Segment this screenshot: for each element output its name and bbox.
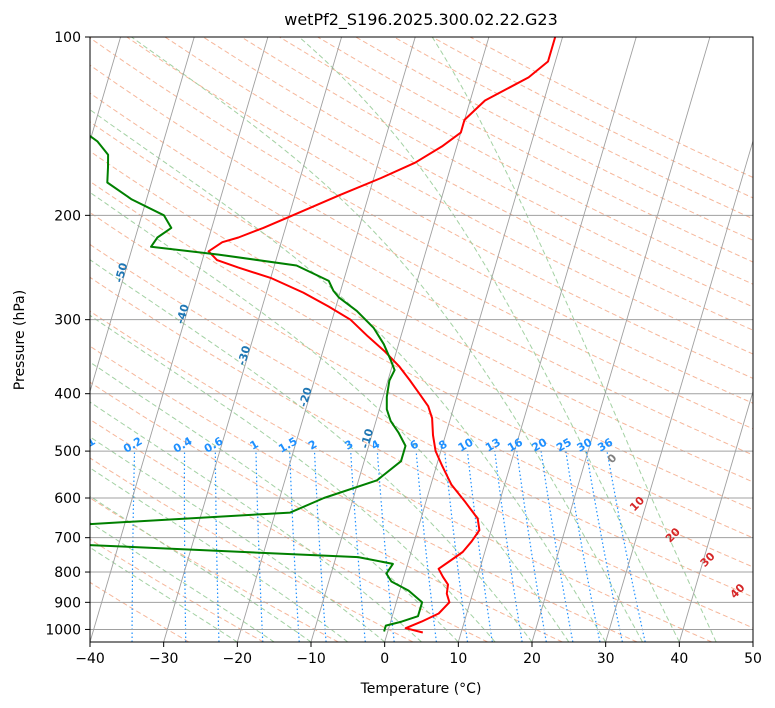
chart-title: wetPf2_S196.2025.300.02.22.G23: [284, 10, 558, 30]
isotherm-line: [236, 37, 416, 642]
moist-adiabat-line: [131, 37, 643, 642]
dewpoint-profile-line: [90, 134, 424, 632]
isotherm-label: -40: [174, 302, 192, 325]
dry-adiabat-line: [90, 581, 190, 642]
mixing-ratio-line: [585, 451, 623, 642]
mixing-ratio-line: [444, 451, 469, 642]
dry-adiabat-line: [90, 243, 753, 598]
isotherm-line: [605, 139, 753, 642]
isotherm-label: -10: [358, 427, 376, 450]
dry-adiabats-group: [90, 37, 753, 642]
y-axis: 100 200 300 400 500 600 700 800 900 1000: [45, 30, 90, 638]
dry-adiabat-line: [90, 180, 753, 539]
dry-adiabat-line: [90, 92, 753, 456]
dry-adiabat-line: [90, 276, 753, 629]
moist-adiabat-line: [90, 401, 422, 642]
mixing-ratio-line: [494, 451, 523, 642]
isotherm-line: [384, 37, 564, 642]
x-tick-label: −40: [75, 651, 105, 667]
dry-adiabat-line: [241, 37, 753, 308]
dry-adiabat-line: [90, 457, 414, 642]
x-tick-label: 40: [670, 651, 688, 667]
x-tick-label: 30: [597, 651, 615, 667]
mixing-ratio-line: [606, 450, 646, 642]
dry-adiabat-line: [202, 37, 753, 331]
sounding-series-group: [90, 37, 557, 634]
isobar-gridlines-group: [90, 37, 753, 630]
x-tick-label: −10: [296, 651, 326, 667]
moist-adiabat-line: [90, 521, 275, 642]
y-tick-label: 1000: [45, 622, 81, 638]
x-tick-label: −20: [223, 651, 253, 667]
x-tick-label: 0: [380, 651, 389, 667]
dry-adiabat-line: [279, 37, 753, 285]
isotherm-line: [310, 37, 490, 642]
temperature-profile-line: [207, 37, 557, 634]
y-tick-label: 800: [54, 565, 81, 581]
isotherms-group: [90, 37, 753, 642]
isotherm-line: [457, 37, 637, 642]
x-tick-label: 20: [523, 651, 541, 667]
mixing-ratio-line: [516, 451, 547, 642]
dry-adiabat-line: [90, 121, 753, 483]
x-tick-label: 50: [744, 651, 762, 667]
mixing-ratio-lines-group: [131, 450, 646, 642]
y-axis-label: Pressure (hPa): [12, 290, 28, 390]
isotherm-line: [90, 37, 269, 642]
x-tick-label: 10: [449, 651, 467, 667]
isotherm-label: -20: [297, 385, 315, 408]
moist-adiabat-line: [431, 37, 717, 642]
moist-adiabat-line: [90, 314, 496, 642]
mixing-ratio-line: [415, 451, 437, 642]
y-tick-label: 400: [54, 387, 81, 403]
y-tick-label: 300: [54, 313, 81, 329]
mixing-ratio-line: [565, 451, 601, 642]
mixing-ratio-line: [350, 451, 366, 642]
y-tick-label: 500: [54, 444, 81, 460]
moist-adiabat-line: [298, 37, 680, 642]
y-tick-label: 100: [54, 30, 81, 46]
mixing-ratio-label: 0.1: [74, 435, 97, 456]
isotherm-label: -30: [235, 344, 253, 367]
dry-adiabat-line: [90, 381, 563, 642]
mixing-ratio-line: [376, 451, 395, 642]
dry-adiabat-line: [90, 345, 638, 642]
isotherm-line: [531, 37, 711, 642]
y-tick-label: 700: [54, 531, 81, 547]
x-axis-label: Temperature (°C): [360, 681, 482, 697]
plot-frame: [89, 36, 754, 643]
y-tick-label: 200: [54, 208, 81, 224]
x-tick-label: −30: [149, 651, 179, 667]
mixing-ratio-line: [466, 451, 493, 642]
x-axis: −40 −30 −20 −10 0 10 20 30 40 50: [75, 642, 762, 667]
moist-adiabat-line: [90, 467, 349, 642]
moist-adiabat-line: [90, 361, 459, 642]
moist-adiabat-line: [90, 436, 386, 642]
y-tick-label: 900: [54, 595, 81, 611]
isotherm-line: [90, 37, 195, 394]
moist-adiabat-line: [90, 109, 607, 642]
dry-adiabat-line: [90, 64, 753, 430]
dry-adiabat-line: [90, 497, 339, 642]
isotherm-line: [678, 389, 753, 642]
plot-area: 0.10.20.40.611.52346810131620253036-100-…: [74, 37, 753, 642]
isotherm-label: -50: [112, 261, 130, 284]
isotherm-line: [163, 37, 343, 642]
y-tick-label: 600: [54, 491, 81, 507]
